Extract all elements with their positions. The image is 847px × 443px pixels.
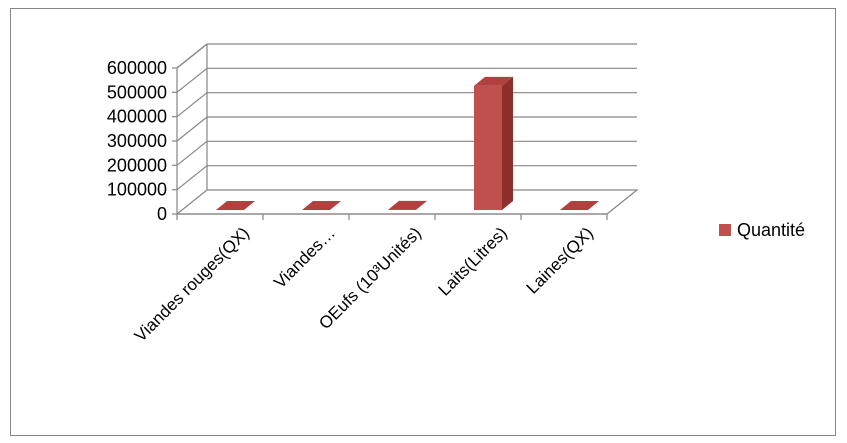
x-tick-label: Viandes rouges(QX): [131, 223, 253, 345]
legend-label: Quantité: [737, 220, 805, 240]
bar-side: [330, 200, 341, 210]
gridline-side: [176, 92, 208, 118]
gridline-side: [176, 67, 208, 93]
y-tick-label: 300000: [107, 131, 167, 151]
gridline-side: [176, 43, 208, 69]
gridline-side: [176, 165, 208, 191]
x-tick-label: Laines(QX): [523, 223, 597, 297]
y-tick-label: 500000: [107, 82, 167, 102]
bar-top: [474, 76, 513, 86]
gridlines: [176, 43, 637, 191]
y-tick-label: 0: [157, 204, 167, 224]
bar-side: [588, 200, 599, 210]
x-tick-labels: Viandes rouges(QX) Viandes…OEufs (10³Unit…: [131, 223, 597, 345]
y-tick-label: 200000: [107, 155, 167, 175]
axes: [172, 67, 608, 220]
bar-top: [560, 200, 599, 210]
bar-side: [244, 200, 255, 210]
bar-top: [216, 200, 255, 210]
y-tick-label: 400000: [107, 107, 167, 127]
bar-top: [302, 200, 341, 210]
bar: [388, 200, 427, 210]
bar-front: [474, 85, 502, 210]
bar: [474, 76, 513, 211]
bar: [302, 200, 341, 210]
bars: [216, 76, 599, 211]
x-tick-label: Viandes…: [270, 223, 339, 292]
chart-frame: [10, 8, 836, 436]
bar-side: [502, 76, 513, 211]
y-tick-label: 100000: [107, 180, 167, 200]
legend-swatch: [719, 224, 731, 236]
chart-walls: [176, 43, 208, 190]
gridline-side: [176, 140, 208, 166]
bar-side: [416, 200, 427, 210]
bar: [560, 200, 599, 210]
bar: [216, 200, 255, 210]
y-tick-labels: 0 100000 200000 300000 400000 500000 600000: [107, 58, 167, 224]
bar-top: [388, 200, 427, 210]
y-tick-label: 600000: [107, 58, 167, 78]
legend: Quantité: [719, 220, 805, 240]
x-tick-label: Laits(Litres): [435, 223, 511, 299]
gridline-side: [176, 116, 208, 142]
